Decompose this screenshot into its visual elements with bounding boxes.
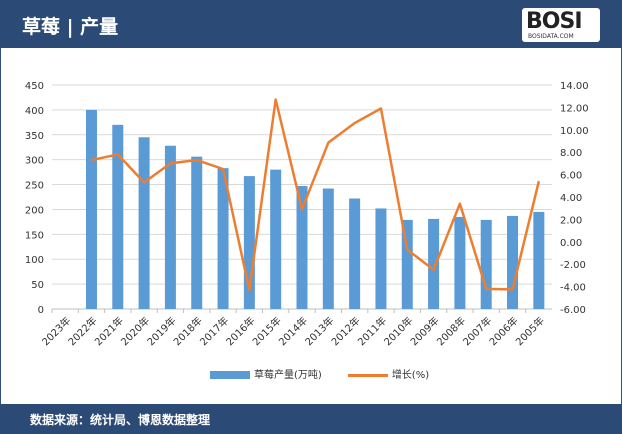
bar xyxy=(533,211,545,309)
left-axis-tick: 400 xyxy=(25,106,44,117)
growth-line xyxy=(91,98,541,292)
right-axis-tick: 2.00 xyxy=(560,215,582,226)
line-point xyxy=(222,168,224,170)
left-axis-tick: 100 xyxy=(25,255,44,266)
left-axis-tick: 300 xyxy=(25,156,44,167)
line-point xyxy=(459,203,461,205)
left-axis-tick: 50 xyxy=(31,280,44,291)
legend: 草莓产量(万吨) 增长(%) xyxy=(210,366,429,381)
x-axis-tick: 2005年 xyxy=(513,314,547,348)
right-axis-tick: 12.00 xyxy=(560,103,589,114)
right-axis-tick: 4.00 xyxy=(560,193,582,204)
bar xyxy=(401,219,413,309)
legend-item-line: 增长(%) xyxy=(347,366,430,381)
line-point xyxy=(143,181,145,183)
line-point xyxy=(512,288,514,290)
line-point xyxy=(169,162,171,164)
legend-swatch-line xyxy=(347,373,388,377)
page-title: 草莓 | 产量 xyxy=(22,16,119,38)
source-note: 数据来源：统计局、博恩数据整理 xyxy=(30,413,211,427)
bar xyxy=(375,208,387,309)
bar xyxy=(296,186,308,309)
legend-swatch-bar xyxy=(210,371,250,379)
bar xyxy=(138,137,150,309)
left-axis-tick: 450 xyxy=(25,81,44,92)
bar xyxy=(480,219,492,309)
bar xyxy=(322,188,334,309)
bar xyxy=(164,145,176,309)
right-axis-tick: -6.00 xyxy=(560,305,586,316)
bar xyxy=(217,168,229,309)
line-point xyxy=(117,153,119,155)
bar xyxy=(191,156,203,309)
bar xyxy=(270,169,282,309)
line-point xyxy=(354,122,356,124)
footer: 数据来源：统计局、博恩数据整理 xyxy=(0,404,622,434)
bar xyxy=(85,109,97,309)
line-point xyxy=(248,289,250,291)
bar xyxy=(454,216,466,309)
line-point xyxy=(90,159,92,161)
line-point xyxy=(275,99,277,101)
logo-subtext: BOSIDATA.COM xyxy=(528,33,574,40)
left-axis-tick: 350 xyxy=(25,131,44,142)
right-axis-tick: 0.00 xyxy=(560,238,582,249)
line-point xyxy=(485,288,487,290)
line-point xyxy=(406,249,408,251)
logo: BOSI BOSIDATA.COM xyxy=(522,8,600,42)
line-point xyxy=(196,159,198,161)
right-axis-tick: 14.00 xyxy=(560,81,589,92)
right-axis-tick: -2.00 xyxy=(560,260,586,271)
bar xyxy=(428,218,440,309)
left-axis-tick: 150 xyxy=(25,230,44,241)
line-point xyxy=(538,180,540,182)
right-axis-tick: 10.00 xyxy=(560,126,589,137)
line-point xyxy=(301,208,303,210)
left-axis-tick: 0 xyxy=(38,305,44,316)
right-axis-tick: -4.00 xyxy=(560,283,586,294)
chart: 0 50 100 150 200 250 300 350 400 450 -6.00 -4.00 -2.… xyxy=(25,81,589,348)
bar xyxy=(507,215,519,309)
legend-label: 草莓产量(万吨) xyxy=(254,370,322,381)
legend-item-bar: 草莓产量(万吨) xyxy=(210,366,322,381)
right-axis-tick: 6.00 xyxy=(560,171,582,182)
bar xyxy=(243,176,255,309)
bar xyxy=(349,198,361,309)
line-point xyxy=(380,108,382,110)
legend-label: 增长(%) xyxy=(391,370,430,381)
left-axis-tick: 250 xyxy=(25,181,44,192)
bar xyxy=(112,124,124,309)
logo-text: BOSI xyxy=(526,9,583,34)
right-axis-tick: 8.00 xyxy=(560,148,582,159)
header: 草莓 | 产量 BOSI BOSIDATA.COM xyxy=(0,0,622,48)
left-axis-tick: 200 xyxy=(25,205,44,216)
line-point xyxy=(433,269,435,271)
line-point xyxy=(327,142,329,144)
